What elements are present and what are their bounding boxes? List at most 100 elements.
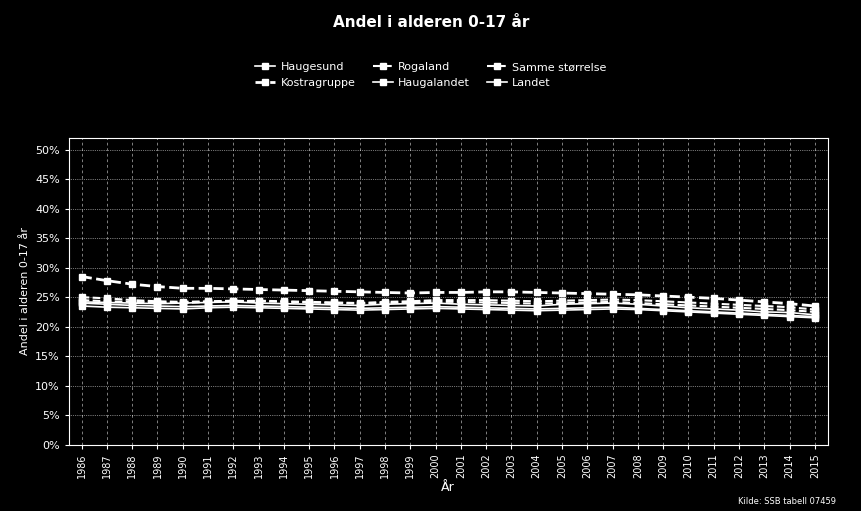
Landet [581, 305, 592, 311]
Haugesund [581, 300, 592, 307]
Kostragruppe [228, 286, 238, 292]
Haugesund [657, 303, 667, 309]
Haugesund [405, 300, 415, 307]
Landet [304, 304, 314, 310]
Kostragruppe [329, 288, 339, 294]
Kostragruppe [581, 291, 592, 297]
Samme størrelse [354, 300, 364, 307]
Haugesund [228, 299, 238, 305]
Samme størrelse [77, 294, 87, 300]
Haugesund [531, 303, 542, 309]
Haugalandet [531, 308, 542, 314]
Haugalandet [657, 308, 667, 314]
Rogaland [759, 303, 769, 309]
Rogaland [657, 298, 667, 305]
Samme størrelse [683, 303, 693, 309]
Kostragruppe [657, 293, 667, 299]
Haugalandet [253, 305, 263, 311]
Haugesund [304, 301, 314, 307]
Samme størrelse [380, 300, 390, 306]
Landet [152, 303, 163, 309]
Line: Landet: Landet [78, 300, 817, 319]
Samme størrelse [708, 304, 718, 310]
Landet [253, 303, 263, 309]
Haugalandet [784, 314, 794, 320]
Landet [329, 305, 339, 311]
Line: Samme størrelse: Samme størrelse [78, 294, 817, 315]
Kostragruppe [808, 303, 819, 309]
Kostragruppe [278, 287, 288, 293]
Landet [228, 303, 238, 309]
Text: Andel i alderen 0-17 år: Andel i alderen 0-17 år [332, 15, 529, 30]
Haugalandet [759, 312, 769, 318]
Haugesund [380, 301, 390, 307]
Landet [531, 306, 542, 312]
Landet [278, 304, 288, 310]
Kostragruppe [253, 287, 263, 293]
Haugalandet [556, 307, 567, 313]
Samme størrelse [759, 306, 769, 312]
Kostragruppe [632, 292, 642, 298]
Samme størrelse [253, 298, 263, 305]
Haugalandet [152, 305, 163, 311]
Haugalandet [430, 305, 440, 311]
Rogaland [430, 297, 440, 303]
Landet [380, 305, 390, 311]
Haugesund [808, 312, 819, 318]
Landet [177, 304, 188, 310]
Landet [505, 305, 516, 311]
Haugesund [278, 300, 288, 307]
Samme størrelse [152, 298, 163, 305]
Haugalandet [632, 307, 642, 313]
Kostragruppe [202, 285, 213, 291]
Landet [733, 310, 743, 316]
Haugalandet [581, 307, 592, 313]
Rogaland [354, 300, 364, 306]
Landet [607, 304, 617, 310]
Samme størrelse [556, 300, 567, 306]
Haugalandet [354, 307, 364, 313]
Landet [480, 305, 491, 311]
Haugalandet [278, 305, 288, 311]
Line: Haugesund: Haugesund [78, 299, 817, 318]
Kostragruppe [304, 288, 314, 294]
Kostragruppe [708, 295, 718, 301]
Kostragruppe [430, 289, 440, 295]
Rogaland [708, 300, 718, 307]
Kostragruppe [683, 294, 693, 300]
Haugalandet [380, 307, 390, 313]
Landet [556, 305, 567, 311]
Haugesund [430, 300, 440, 306]
Legend: Haugesund, Kostragruppe, Rogaland, Haugalandet, Samme størrelse, Landet: Haugesund, Kostragruppe, Rogaland, Hauga… [255, 62, 606, 88]
Haugesund [77, 299, 87, 305]
Samme størrelse [657, 301, 667, 307]
Landet [683, 308, 693, 314]
Line: Rogaland: Rogaland [78, 297, 817, 312]
Landet [455, 304, 466, 310]
Haugalandet [455, 306, 466, 312]
Samme størrelse [808, 309, 819, 315]
Rogaland [405, 298, 415, 305]
Kostragruppe [505, 289, 516, 295]
Rogaland [102, 298, 112, 305]
Rogaland [177, 300, 188, 306]
Samme størrelse [430, 299, 440, 305]
Line: Kostragruppe: Kostragruppe [78, 273, 817, 310]
Haugalandet [808, 315, 819, 321]
Haugalandet [177, 306, 188, 312]
Rogaland [278, 298, 288, 305]
Haugesund [708, 306, 718, 312]
Haugesund [127, 300, 137, 306]
Haugalandet [480, 307, 491, 313]
Samme størrelse [632, 300, 642, 306]
Kostragruppe [177, 285, 188, 291]
Landet [102, 301, 112, 307]
Haugesund [177, 300, 188, 306]
Samme størrelse [607, 299, 617, 305]
Rogaland [632, 297, 642, 303]
Rogaland [202, 299, 213, 305]
Landet [430, 304, 440, 310]
X-axis label: År: År [441, 481, 455, 494]
Haugesund [329, 302, 339, 308]
Kostragruppe [784, 300, 794, 307]
